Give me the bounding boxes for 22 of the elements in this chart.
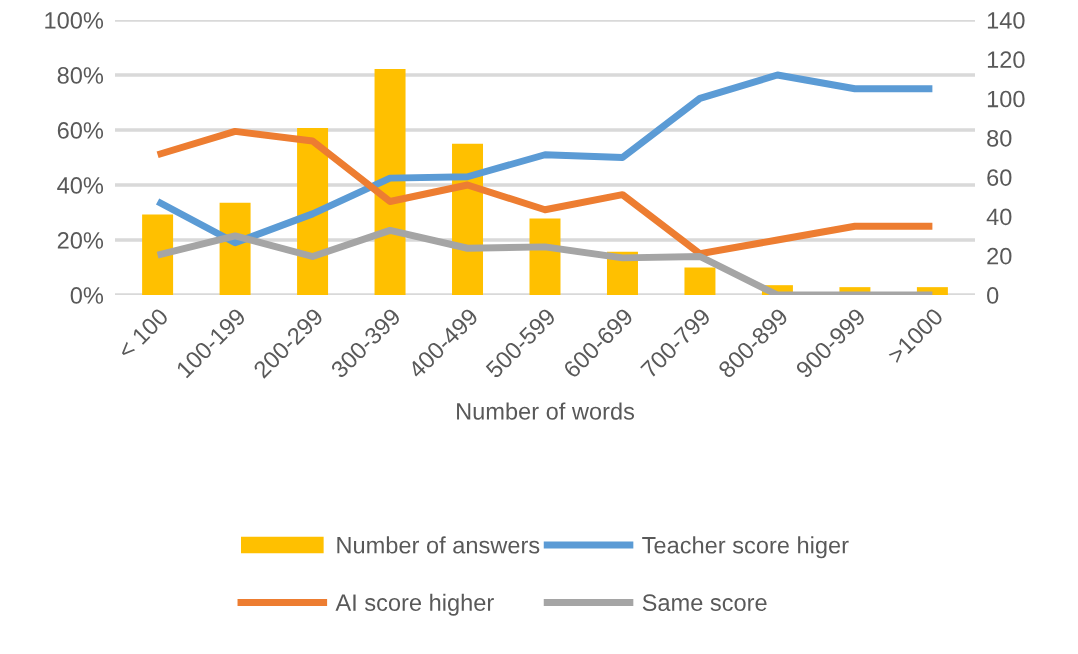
y-tick-label: 20% [57, 232, 104, 249]
x-axis-title: Number of words [457, 402, 635, 420]
y2-tick-label: 80 [987, 129, 1012, 147]
bar [684, 267, 716, 295]
y-tick-label: 60% [57, 122, 104, 139]
y2-tick-label: 120 [987, 51, 1025, 69]
y2-tick-label: 20 [987, 247, 1012, 265]
legend-label: AI score higher [335, 593, 494, 616]
y2-tick-label: 140 [987, 12, 1025, 29]
y-tick-label: 40% [57, 177, 104, 194]
y2-tick-label: 40 [986, 208, 1012, 226]
y2-tick-label: 60 [987, 169, 1012, 186]
y2-tick-label: 0 [987, 287, 999, 304]
y-tick-label: 0% [70, 287, 104, 304]
x-tick-label: < 100 [116, 307, 170, 360]
y-tick-label: 100% [45, 12, 104, 29]
bar [142, 214, 174, 295]
y-tick-label: 80% [57, 67, 104, 84]
y2-tick-label: 100 [987, 90, 1025, 108]
legend-label: Number of answers [337, 536, 540, 554]
legend-label: Teacher score higer [642, 536, 849, 559]
legend-label: Same score [642, 594, 767, 612]
